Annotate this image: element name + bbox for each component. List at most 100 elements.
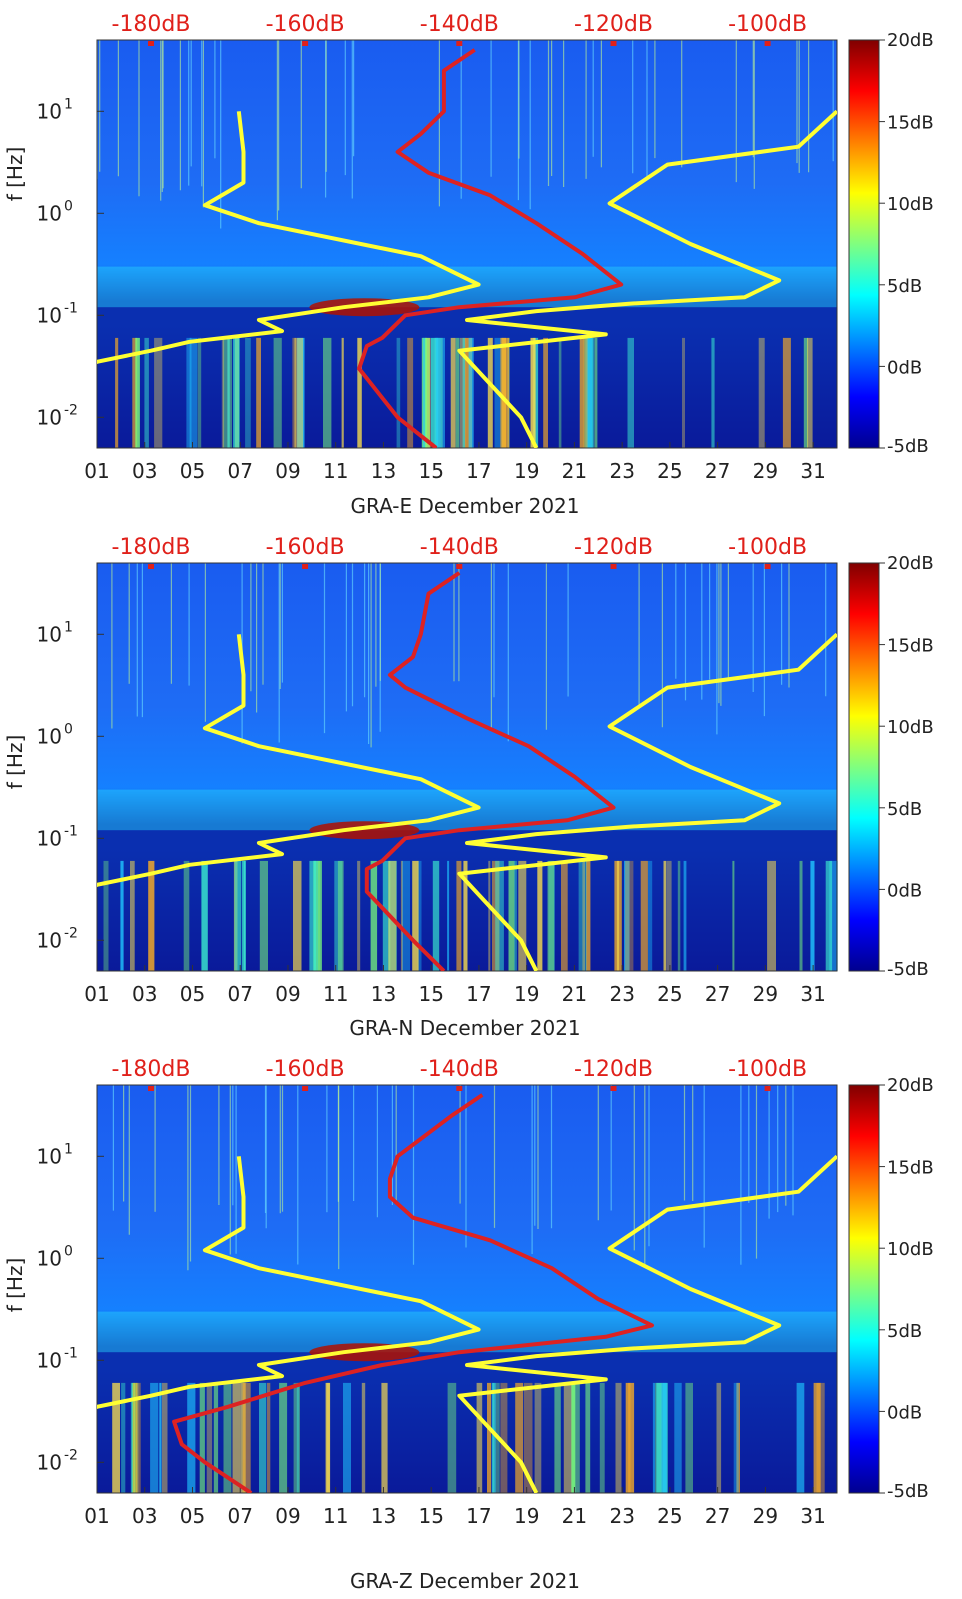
spectrogram-streak — [256, 337, 261, 448]
y-tick-exponent: 0 — [64, 198, 73, 214]
x-tick-label: 21 — [562, 1504, 587, 1528]
y-tick-exponent: -2 — [64, 925, 78, 941]
top-tick-mark — [764, 564, 771, 569]
x-tick-label: 15 — [418, 982, 443, 1006]
spectrogram-streak — [523, 1382, 533, 1493]
spectrogram-streak — [133, 1382, 138, 1493]
spectrogram-streak — [343, 1382, 351, 1493]
spectrogram-streak — [154, 337, 163, 448]
x-tick-label: 27 — [705, 982, 730, 1006]
spectrogram-streak — [417, 860, 422, 971]
spectrogram-streak — [199, 1382, 205, 1493]
spectrogram-streak — [292, 337, 297, 448]
x-tick-label: 01 — [84, 982, 109, 1006]
x-tick-label: 11 — [323, 1504, 348, 1528]
spectrogram-streak — [243, 860, 246, 971]
spectrogram-streak — [492, 860, 500, 971]
x-tick-label: 05 — [180, 459, 205, 483]
top-axis-db-label: -120dB — [574, 12, 653, 37]
spectrogram-streak — [400, 860, 403, 971]
spectrogram-streak — [733, 1382, 739, 1493]
colorbar-tick-label: 0dB — [887, 1402, 922, 1423]
y-tick-label: 10 — [37, 201, 62, 225]
spectrogram-streak — [803, 337, 809, 448]
spectrogram-streak — [463, 860, 468, 971]
spectrogram-streak — [112, 1382, 120, 1493]
spectrogram-streak — [370, 860, 378, 971]
colorbar — [848, 1084, 880, 1494]
top-axis-db-label: -140dB — [420, 1057, 499, 1082]
spectrogram-streak — [543, 337, 548, 448]
spectrogram-streak — [640, 860, 648, 971]
y-tick-exponent: -1 — [64, 823, 78, 839]
x-tick-label: 09 — [275, 459, 300, 483]
x-tick-label: 31 — [800, 459, 825, 483]
top-tick-mark — [610, 1086, 617, 1091]
top-axis-db-label: -120dB — [574, 535, 653, 560]
x-tick-label: 01 — [84, 459, 109, 483]
spectrogram-streak — [341, 337, 344, 448]
spectrogram-streak — [810, 860, 815, 971]
x-tick-label: 11 — [323, 982, 348, 1006]
spectrogram-streak — [161, 1382, 168, 1493]
y-tick-exponent: 0 — [64, 1243, 73, 1259]
spectrogram-streak — [799, 860, 803, 971]
x-tick-label: 11 — [323, 459, 348, 483]
x-tick-label: 01 — [84, 1504, 109, 1528]
x-tick-label: 19 — [514, 982, 539, 1006]
y-tick-label: 10 — [37, 928, 62, 952]
top-tick-mark — [148, 1086, 154, 1091]
y-tick-exponent: 1 — [64, 1141, 73, 1157]
top-tick-mark — [764, 1086, 771, 1091]
spectrogram-streak — [313, 860, 322, 971]
top-tick-mark — [148, 564, 154, 569]
colorbar — [848, 562, 880, 972]
spectrogram-streak — [533, 337, 539, 448]
colorbar — [848, 39, 880, 449]
spectrogram-streak — [500, 337, 510, 448]
nlnm-line — [97, 111, 481, 365]
colorbar-tick-label: 20dB — [887, 1075, 934, 1096]
spectrogram-streak — [313, 860, 319, 971]
y-tick-exponent: -1 — [64, 300, 78, 316]
spectrogram-streak — [615, 1382, 622, 1493]
spectrogram-streak — [758, 337, 765, 448]
y-tick-exponent: 1 — [64, 619, 73, 635]
x-tick-label: 27 — [705, 459, 730, 483]
spectrogram-streak — [571, 1382, 580, 1493]
x-tick-label: 13 — [371, 1504, 396, 1528]
spectrogram-streak — [500, 1382, 508, 1493]
spectrogram-streak — [412, 860, 419, 971]
spectrogram-streak — [267, 1382, 271, 1493]
spectrogram-streak — [732, 860, 735, 971]
spectrogram-streak — [583, 337, 586, 448]
spectrogram-streak — [537, 860, 543, 971]
spectrogram-streak — [189, 337, 198, 448]
spectrogram-streak — [682, 337, 685, 448]
spectrogram-streak — [206, 1382, 213, 1493]
x-axis-label: GRA-Z December 2021 — [350, 1569, 580, 1593]
spectrogram-streak — [677, 860, 681, 971]
spectrogram-streak — [578, 860, 587, 971]
spectrogram-streak — [148, 860, 155, 971]
x-tick-label: 25 — [657, 1504, 682, 1528]
spectrogram-streak — [436, 337, 445, 448]
spectrogram-streak — [584, 337, 588, 448]
spectrogram-streak — [711, 337, 715, 448]
spectrogram-streak — [296, 1382, 299, 1493]
spectrogram-streak — [492, 1382, 495, 1493]
spectrogram-streak — [144, 337, 149, 448]
y-tick-label: 10 — [37, 1450, 62, 1474]
spectrogram-streak — [234, 860, 242, 971]
spectrogram-streak — [599, 1382, 605, 1493]
x-tick-label: 23 — [609, 1504, 634, 1528]
colorbar-tick-label: -5dB — [887, 436, 929, 457]
spectrogram-streak — [450, 337, 456, 448]
top-tick-mark — [302, 1086, 309, 1091]
spectrogram-streak — [150, 1382, 159, 1493]
spectrogram-streak — [201, 860, 208, 971]
top-axis-db-label: -180dB — [112, 12, 191, 37]
spectrogram-streak — [586, 860, 591, 971]
spectrogram-streak — [233, 337, 240, 448]
